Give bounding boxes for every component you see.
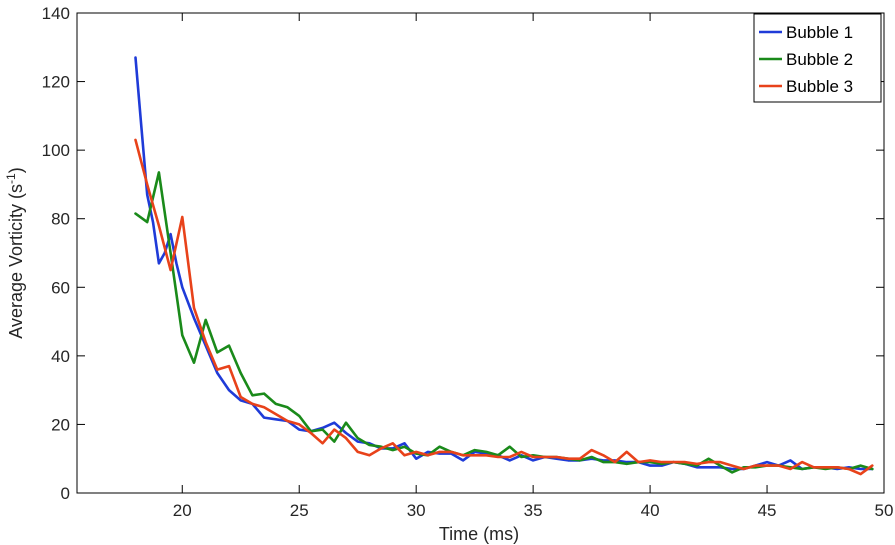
y-tick-label: 120 (42, 73, 70, 92)
legend-label-bubble-1: Bubble 1 (786, 23, 853, 42)
axes-box (76, 12, 885, 494)
x-tick-label: 20 (173, 501, 192, 520)
y-tick-label: 60 (51, 278, 70, 297)
y-axis-label-main: Average Vorticity (s (6, 184, 26, 339)
y-axis-label-close: ) (6, 167, 26, 173)
y-tick-label: 40 (51, 347, 70, 366)
plot-area (77, 13, 884, 493)
x-tick-label: 40 (641, 501, 660, 520)
y-tick-label: 80 (51, 210, 70, 229)
y-tick-label: 20 (51, 415, 70, 434)
plot-background (77, 13, 884, 493)
x-tick-label: 35 (524, 501, 543, 520)
legend-label-bubble-3: Bubble 3 (786, 77, 853, 96)
x-tick-label: 25 (290, 501, 309, 520)
axes-layer (76, 12, 885, 494)
legend: Bubble 1 Bubble 2 Bubble 3 (753, 13, 882, 103)
x-tick-label: 30 (407, 501, 426, 520)
x-axis-label: Time (ms) (439, 524, 519, 544)
y-tick-label: 0 (61, 484, 70, 503)
x-axis-ticks: 20 25 30 35 40 45 50 (173, 13, 894, 520)
x-tick-label: 45 (758, 501, 777, 520)
y-axis-label: Average Vorticity (s-1) (4, 167, 26, 338)
y-tick-label: 100 (42, 141, 70, 160)
y-tick-label: 140 (42, 4, 70, 23)
y-axis-label-superscript: -1 (4, 173, 18, 184)
x-tick-label: 50 (875, 501, 894, 520)
series-line-bubble-3 (134, 138, 874, 476)
series-layer (134, 56, 874, 476)
y-axis-ticks: 0 20 40 60 80 100 120 140 (42, 4, 884, 503)
legend-label-bubble-2: Bubble 2 (786, 50, 853, 69)
